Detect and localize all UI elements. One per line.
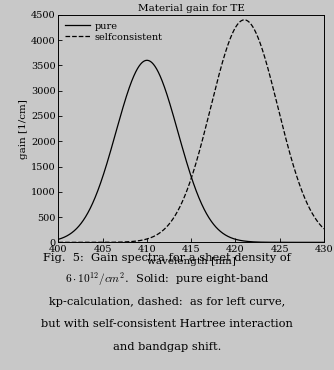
Text: kp-calculation, dashed:  as for left curve,: kp-calculation, dashed: as for left curv…	[49, 297, 285, 307]
Text: Fig.  5:  Gain spectra for a sheet density of: Fig. 5: Gain spectra for a sheet density…	[43, 253, 291, 263]
selfconsistent	[314, 218, 318, 222]
Text: but with self-consistent Hartree interaction: but with self-consistent Hartree interac…	[41, 319, 293, 329]
selfconsistent	[186, 186, 190, 191]
selfconsistent	[322, 227, 326, 231]
selfconsistent	[266, 65, 270, 70]
pure	[266, 240, 270, 245]
pure	[145, 58, 149, 63]
pure	[322, 240, 326, 245]
Legend: pure, selfconsistent: pure, selfconsistent	[63, 20, 164, 44]
selfconsistent	[56, 240, 60, 245]
selfconsistent	[242, 18, 246, 22]
selfconsistent	[314, 218, 318, 222]
Line: selfconsistent: selfconsistent	[58, 20, 324, 242]
pure	[179, 139, 183, 144]
Title: Material gain for TE: Material gain for TE	[138, 4, 244, 13]
Text: and bandgap shift.: and bandgap shift.	[113, 342, 221, 351]
Text: $6 \cdot 10^{12}/cm^2$.  Solid:  pure eight-band: $6 \cdot 10^{12}/cm^2$. Solid: pure eigh…	[65, 271, 269, 289]
Y-axis label: gain [1/cm]: gain [1/cm]	[19, 99, 28, 158]
pure	[56, 237, 60, 242]
pure	[314, 240, 318, 245]
pure	[186, 164, 190, 168]
pure	[314, 240, 318, 245]
pure	[70, 231, 74, 235]
Line: pure: pure	[58, 60, 324, 242]
selfconsistent	[70, 240, 74, 245]
selfconsistent	[178, 204, 182, 208]
X-axis label: wavelength [nm]: wavelength [nm]	[147, 257, 236, 266]
